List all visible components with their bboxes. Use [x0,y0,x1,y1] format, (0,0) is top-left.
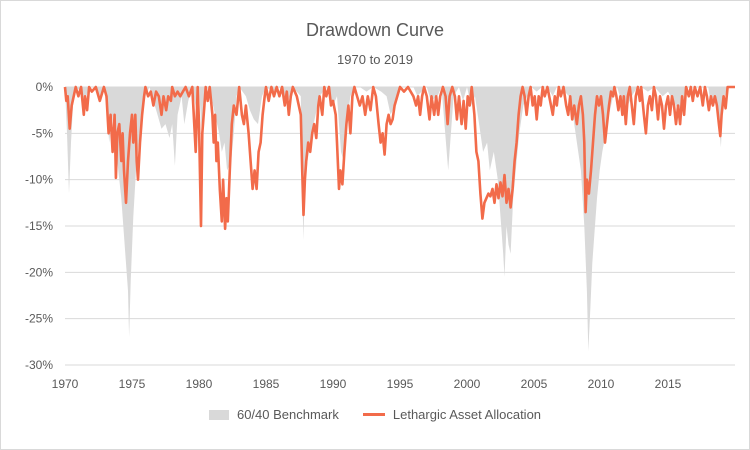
y-tick-label: -25% [25,312,53,326]
y-tick-label: -5% [32,126,54,140]
legend-item-benchmark: 60/40 Benchmark [208,407,339,422]
x-tick-label: 2000 [454,377,481,391]
x-axis-ticks: 1970 1975 1980 1985 1990 1995 2000 2005 2010 2015 [52,377,682,391]
legend-label-benchmark: 60/40 Benchmark [236,407,339,422]
x-tick-label: 1990 [320,377,347,391]
y-tick-label: 0% [36,80,54,94]
legend-swatch-strategy [362,413,385,416]
y-tick-label: -30% [25,358,53,372]
legend-item-strategy: Lethargic Asset Allocation [362,407,542,422]
x-tick-label: 1970 [52,377,79,391]
gridlines [65,86,735,366]
y-tick-label: -10% [25,173,53,187]
x-tick-label: 1995 [387,377,414,391]
x-tick-label: 1975 [119,377,146,391]
x-tick-label: 1985 [253,377,280,391]
strategy-line [63,85,735,231]
benchmark-area [65,87,735,352]
legend-swatch-benchmark [208,409,229,420]
chart-title: Drawdown Curve [305,20,445,40]
x-tick-label: 2005 [521,377,548,391]
x-tick-label: 2010 [588,377,615,391]
y-axis-ticks: 0% -5% -10% -15% -20% -25% -30% [25,80,53,372]
y-tick-label: -15% [25,219,53,233]
x-tick-label: 1980 [186,377,213,391]
legend: 60/40 Benchmark Lethargic Asset Allocati… [0,407,750,422]
x-tick-label: 2015 [655,377,682,391]
chart-subtitle: 1970 to 2019 [337,52,413,67]
legend-label-strategy: Lethargic Asset Allocation [392,407,542,422]
y-tick-label: -20% [25,265,53,279]
